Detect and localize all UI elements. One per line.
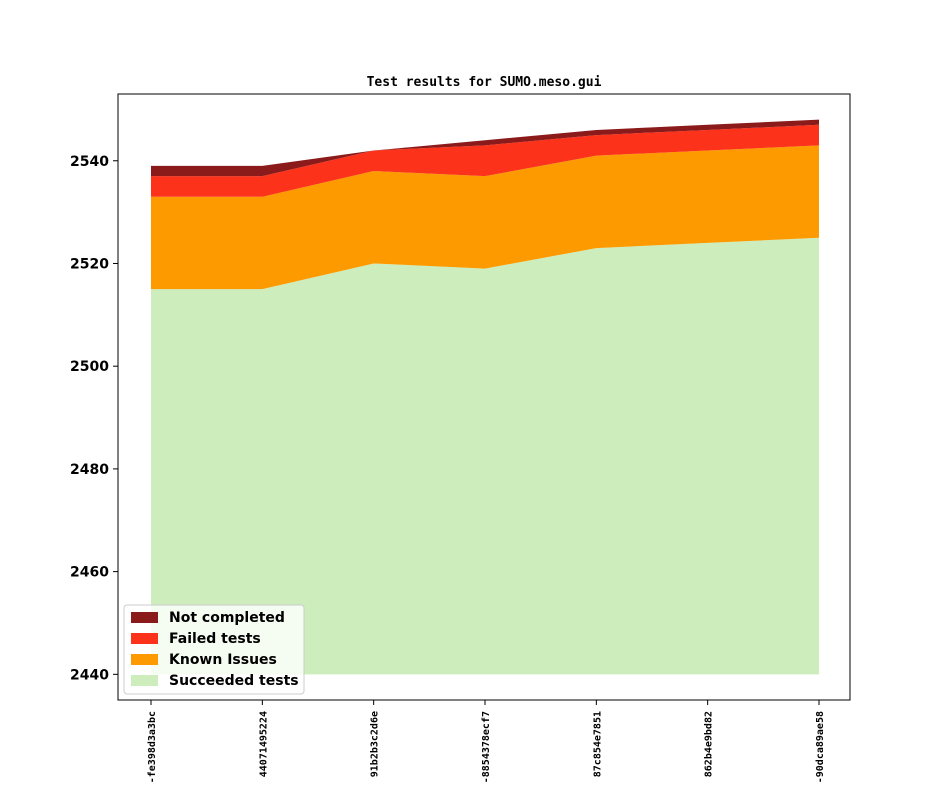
- area-not-completed: [151, 119, 819, 177]
- legend-box: [123, 604, 305, 695]
- chart-title: Test results for SUMO.meso.gui: [367, 75, 602, 90]
- x-tick-label: -90dca89ae58: [815, 711, 826, 783]
- area-known-issues: [151, 145, 819, 290]
- area-succeeded-tests: [151, 237, 819, 675]
- x-tick-label: 87c854e7851: [592, 711, 603, 777]
- y-tick-label: 2500: [70, 359, 109, 375]
- y-tick-label: 2520: [70, 256, 109, 272]
- x-tick-label: -fe398d3a3bc: [147, 711, 158, 783]
- legend-swatch-failed-tests: [131, 633, 158, 644]
- y-axis: 2440 2460 2480 2500 2520 2540: [70, 154, 118, 683]
- x-tick-label: 91b2b3c2d6e: [370, 711, 381, 777]
- plot-frame: [117, 93, 851, 701]
- legend-label-failed-tests: Failed tests: [169, 631, 261, 647]
- area-failed-tests: [151, 124, 819, 197]
- legend-swatch-known-issues: [131, 654, 158, 665]
- areas-layer: [151, 119, 819, 675]
- y-tick-label: 2540: [70, 154, 109, 170]
- legend-label-succeeded-tests: Succeeded tests: [169, 673, 299, 689]
- x-tick-label: -8854378ecf7: [481, 711, 492, 783]
- y-tick-label: 2480: [70, 462, 109, 478]
- legend-swatch-not-completed: [131, 612, 158, 623]
- x-tick-label: 862b4e9bd82: [704, 711, 715, 777]
- x-tick-label: 44071495224: [258, 711, 269, 777]
- legend-label-not-completed: Not completed: [169, 610, 285, 626]
- y-tick-label: 2440: [70, 667, 109, 683]
- legend: Not completed Failed tests Known Issues Suc…: [123, 604, 305, 695]
- x-axis: -fe398d3a3bc 44071495224 91b2b3c2d6e -88543…: [147, 700, 826, 783]
- legend-swatch-succeeded-tests: [131, 675, 158, 686]
- y-tick-label: 2460: [70, 565, 109, 581]
- legend-label-known-issues: Known Issues: [169, 652, 277, 668]
